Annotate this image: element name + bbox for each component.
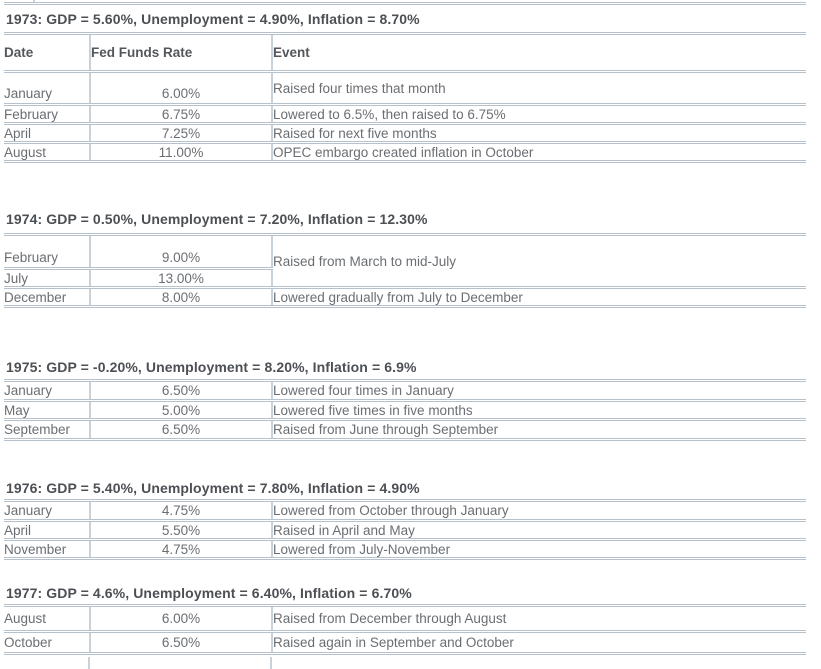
date-cell: January (4, 380, 91, 402)
table-row: May 5.00% Lowered five times in five mon… (4, 400, 806, 421)
date-cell: February (4, 104, 91, 125)
event-cell: Lowered from July-November (272, 539, 806, 560)
rate-cell: 6.50% (90, 380, 273, 402)
table-row: February 6.75% Lowered to 6.5%, then rai… (4, 104, 806, 125)
event-cell: Raised in April and May (272, 520, 806, 541)
event-cell: Raised again in September and October (272, 631, 806, 655)
col-header-date: Date (4, 33, 91, 73)
rate-cell: 6.50% (90, 419, 273, 441)
rate-cell: 4.75% (90, 539, 273, 560)
year-title-1973: 1973: GDP = 5.60%, Unemployment = 4.90%,… (6, 11, 420, 27)
table-row: April 5.50% Raised in April and May (4, 520, 806, 541)
crop-artifact-line (33, 0, 35, 3)
event-cell: Lowered five times in five months (272, 400, 806, 421)
column-rule-stub-left (88, 657, 90, 669)
date-cell: November (4, 539, 91, 560)
table-row: January 4.75% Lowered from October throu… (4, 500, 806, 522)
rate-cell: 5.00% (90, 400, 273, 421)
date-cell: September (4, 419, 91, 441)
col-header-rate: Fed Funds Rate (90, 33, 273, 73)
event-cell: Lowered gradually from July to December (272, 287, 806, 308)
rate-cell: 6.50% (90, 631, 273, 655)
event-cell: Raised four times that month (272, 71, 806, 106)
event-cell-merged: Raised from March to mid-July (272, 234, 806, 289)
date-cell: May (4, 400, 91, 421)
date-cell: December (4, 287, 91, 308)
fed-funds-table-1975: January 6.50% Lowered four times in Janu… (4, 379, 806, 441)
col-header-event: Event (272, 33, 806, 73)
rate-cell: 13.00% (90, 268, 273, 289)
rate-cell: 6.75% (90, 104, 273, 125)
table-row: February 9.00% Raised from March to mid-… (4, 234, 806, 289)
event-cell: Lowered from October through January (272, 500, 806, 522)
date-cell: January (4, 71, 91, 106)
date-cell: August (4, 605, 91, 633)
rate-cell: 4.75% (90, 500, 273, 522)
table-row: September 6.50% Raised from June through… (4, 419, 806, 441)
date-cell: July (4, 268, 91, 289)
table-header-row: Date Fed Funds Rate Event (4, 33, 806, 73)
rate-cell: 5.50% (90, 520, 273, 541)
table-row: January 6.00% Raised four times that mon… (4, 71, 806, 106)
top-divider (4, 2, 806, 5)
fed-funds-table-1974: February 9.00% Raised from March to mid-… (4, 233, 806, 308)
event-cell: Raised for next five months (272, 123, 806, 144)
fed-funds-table-1976: January 4.75% Lowered from October throu… (4, 499, 806, 560)
date-cell: April (4, 520, 91, 541)
fed-funds-table-1973: Date Fed Funds Rate Event January 6.00% … (4, 32, 806, 163)
year-title-1976: 1976: GDP = 5.40%, Unemployment = 7.80%,… (6, 480, 420, 496)
year-title-1977: 1977: GDP = 4.6%, Unemployment = 6.40%, … (6, 585, 412, 601)
event-cell: Lowered four times in January (272, 380, 806, 402)
table-row: August 6.00% Raised from December throug… (4, 605, 806, 633)
date-cell: April (4, 123, 91, 144)
rate-cell: 6.00% (90, 71, 273, 106)
year-title-1975: 1975: GDP = -0.20%, Unemployment = 8.20%… (6, 359, 417, 375)
table-row: November 4.75% Lowered from July-Novembe… (4, 539, 806, 560)
event-cell: Lowered to 6.5%, then raised to 6.75% (272, 104, 806, 125)
rate-cell: 7.25% (90, 123, 273, 144)
table-row: January 6.50% Lowered four times in Janu… (4, 380, 806, 402)
table-row: April 7.25% Raised for next five months (4, 123, 806, 144)
rate-cell: 11.00% (90, 142, 273, 163)
date-cell: February (4, 234, 91, 270)
table-row: July 13.00% (4, 268, 806, 289)
date-cell: October (4, 631, 91, 655)
rate-cell: 8.00% (90, 287, 273, 308)
event-cell: Raised from December through August (272, 605, 806, 633)
date-cell: January (4, 500, 91, 522)
fed-funds-table-1977: August 6.00% Raised from December throug… (4, 604, 806, 655)
rate-cell: 6.00% (90, 605, 273, 633)
year-title-1974: 1974: GDP = 0.50%, Unemployment = 7.20%,… (6, 211, 428, 227)
table-row: December 8.00% Lowered gradually from Ju… (4, 287, 806, 308)
table-row: October 6.50% Raised again in September … (4, 631, 806, 655)
table-row: August 11.00% OPEC embargo created infla… (4, 142, 806, 163)
date-cell: August (4, 142, 91, 163)
column-rule-stub-right (270, 657, 272, 669)
event-cell: Raised from June through September (272, 419, 806, 441)
event-cell: OPEC embargo created inflation in Octobe… (272, 142, 806, 163)
rate-cell: 9.00% (90, 234, 273, 270)
